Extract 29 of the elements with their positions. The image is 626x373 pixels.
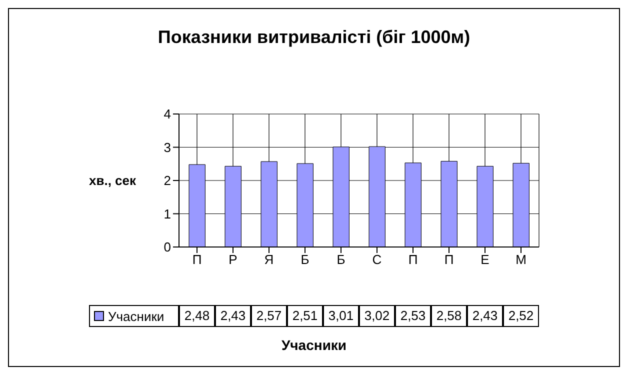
data-label: 2,43 bbox=[467, 305, 503, 327]
y-tick-label: 1 bbox=[164, 206, 171, 222]
data-label: 2,43 bbox=[215, 305, 251, 327]
data-label: 3,02 bbox=[359, 305, 395, 327]
data-label: 2,53 bbox=[395, 305, 431, 327]
data-label: 2,48 bbox=[179, 305, 215, 327]
x-tick-label: П bbox=[192, 252, 202, 268]
x-tick-label: Е bbox=[480, 252, 490, 268]
legend-label: Учасники bbox=[108, 308, 164, 324]
y-tick-label: 2 bbox=[164, 173, 171, 188]
x-axis-title: Учасники bbox=[280, 337, 348, 353]
data-label: 2,57 bbox=[251, 305, 287, 327]
y-tick-label: 4 bbox=[164, 106, 171, 122]
x-tick-label: П bbox=[408, 252, 418, 268]
data-label: 2,51 bbox=[287, 305, 323, 327]
x-tick-label: Р bbox=[228, 252, 238, 268]
y-axis-title: хв., сек bbox=[89, 173, 137, 188]
y-tick-label: 0 bbox=[164, 240, 171, 255]
y-tick-label: 3 bbox=[164, 140, 171, 155]
x-tick-label: М bbox=[516, 252, 526, 268]
x-tick-label: П bbox=[444, 252, 454, 268]
data-label: 2,58 bbox=[431, 305, 467, 327]
x-tick-label: С bbox=[372, 252, 382, 268]
x-tick-label: Б bbox=[300, 252, 310, 268]
x-tick-label: Б bbox=[336, 252, 346, 268]
data-label: 2,52 bbox=[503, 305, 539, 327]
data-label: 3,01 bbox=[323, 305, 359, 327]
x-tick-label: Я bbox=[264, 252, 274, 268]
chart-title: Показники витривалісті (біг 1000м) bbox=[156, 27, 472, 48]
